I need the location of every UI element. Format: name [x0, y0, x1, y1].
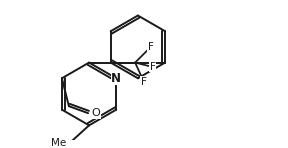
- Text: Me: Me: [51, 138, 67, 148]
- Text: F: F: [148, 42, 154, 52]
- Text: O: O: [92, 108, 100, 118]
- Text: F: F: [141, 77, 147, 87]
- Text: F: F: [150, 62, 156, 72]
- Text: N: N: [111, 72, 121, 85]
